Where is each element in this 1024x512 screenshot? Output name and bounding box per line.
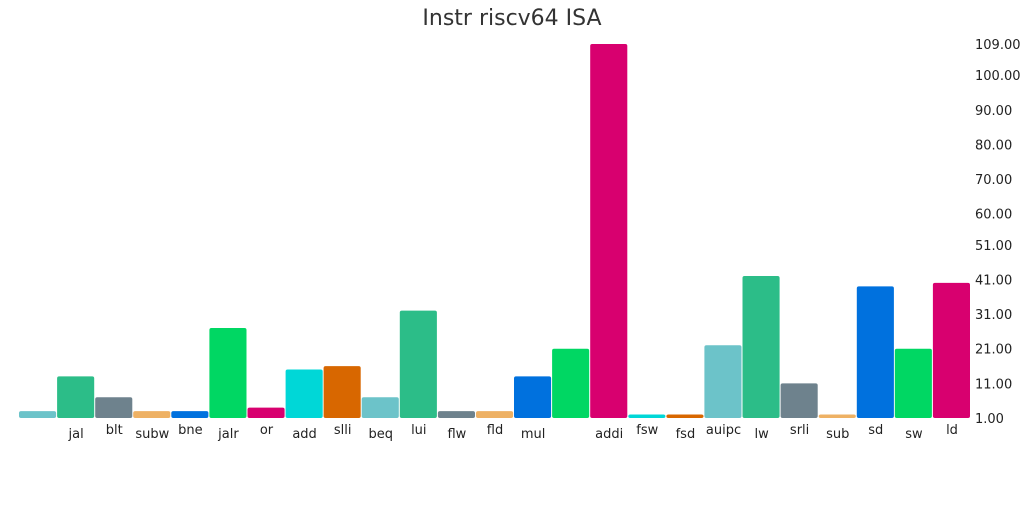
bar-unlabeled-14 [552, 348, 590, 418]
x-tick-label: mul [521, 427, 546, 442]
x-tick-label: subw [135, 427, 169, 442]
x-tick-label: or [260, 423, 274, 438]
y-tick-label: 60.00 [975, 208, 1012, 223]
y-tick-label: 100.00 [975, 69, 1021, 84]
x-tick-label: blt [106, 423, 123, 438]
bar-mul [514, 376, 552, 418]
bar-subw [133, 411, 171, 418]
x-tick-label: lui [411, 423, 426, 438]
x-tick-label: beq [369, 427, 394, 442]
bar-fld [476, 411, 514, 418]
y-tick-label: 70.00 [975, 173, 1012, 188]
bar-ld [932, 282, 970, 418]
x-tick-label: fsw [636, 423, 658, 438]
x-tick-label: srli [790, 423, 809, 438]
bar-fsw [628, 414, 666, 418]
bar-add [285, 369, 323, 418]
x-tick-label: lw [754, 427, 769, 442]
x-axis-labels: jal blt subw bne jalr or add slli beq lui flw fld mu… [67, 423, 957, 442]
bar-srli [780, 383, 818, 418]
x-tick-label: flw [447, 427, 466, 442]
x-tick-label: fsd [676, 427, 696, 442]
bar-fsd [666, 414, 704, 418]
x-tick-label: auipc [706, 423, 741, 438]
bars-group [19, 44, 970, 418]
bar-lw [742, 276, 780, 418]
y-axis-labels: 1.00 11.00 21.00 31.00 41.00 51.00 60.00 70.00 8… [975, 38, 1021, 427]
x-tick-label: ld [946, 423, 958, 438]
x-tick-label: fld [487, 423, 503, 438]
bar-slli [323, 366, 361, 418]
bar-sd [856, 286, 894, 418]
bar-sw [894, 348, 932, 418]
y-tick-label: 41.00 [975, 274, 1012, 289]
y-tick-label: 1.00 [975, 412, 1004, 427]
bar-jal [57, 376, 95, 418]
y-tick-label: 21.00 [975, 343, 1012, 358]
bar-auipc [704, 345, 742, 418]
bar-blt [95, 397, 133, 418]
chart-title: Instr riscv64 ISA [422, 6, 602, 31]
bar-bne [171, 411, 209, 418]
y-tick-label: 109.00 [975, 38, 1021, 53]
x-tick-label: bne [178, 423, 203, 438]
x-tick-label: jal [67, 427, 83, 442]
bar-flw [437, 411, 475, 418]
y-tick-label: 80.00 [975, 138, 1012, 153]
y-tick-label: 51.00 [975, 239, 1012, 254]
x-tick-label: slli [334, 423, 352, 438]
y-tick-label: 11.00 [975, 377, 1012, 392]
x-tick-label: add [292, 427, 316, 442]
bar-or [247, 407, 285, 418]
bar-addi [590, 44, 628, 418]
y-tick-label: 90.00 [975, 104, 1012, 119]
bar-unlabeled-0 [19, 411, 57, 418]
x-tick-label: sd [868, 423, 883, 438]
bar-beq [361, 397, 399, 418]
x-tick-label: addi [595, 427, 623, 442]
x-tick-label: sw [905, 427, 923, 442]
y-tick-label: 31.00 [975, 308, 1012, 323]
bar-lui [399, 310, 437, 418]
x-tick-label: sub [826, 427, 849, 442]
bar-jalr [209, 328, 247, 418]
bar-sub [818, 414, 856, 418]
x-tick-label: jalr [217, 427, 239, 442]
